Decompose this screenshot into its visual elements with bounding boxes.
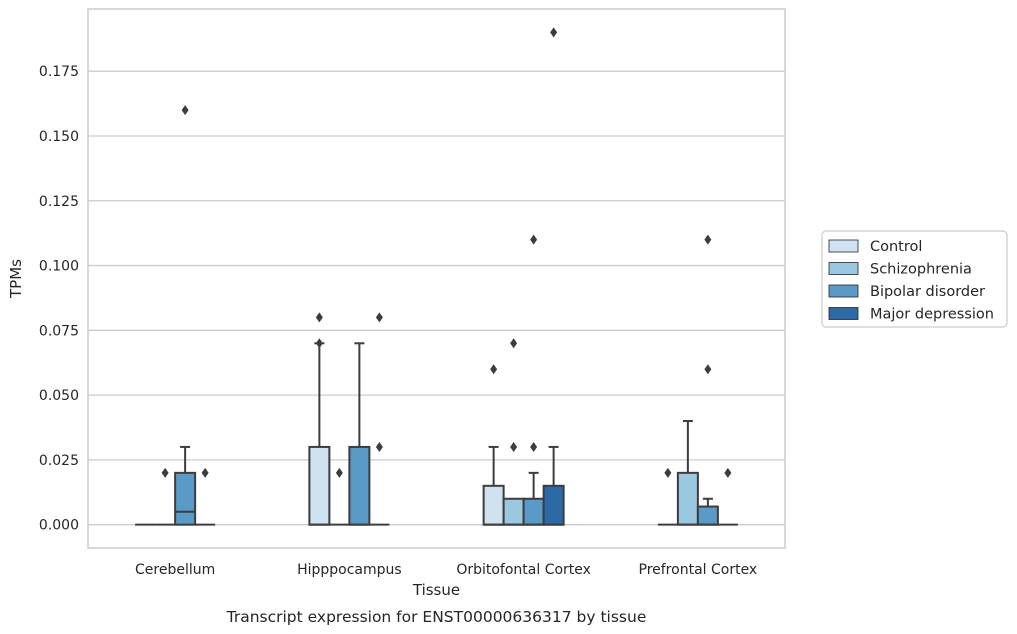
chart-caption: Transcript expression for ENST0000063631…: [226, 608, 647, 626]
x-tick-label: Prefrontal Cortex: [639, 562, 758, 578]
y-axis-title: TPMs: [7, 259, 25, 299]
legend-item: Control: [828, 239, 922, 255]
box-control: [308, 342, 331, 526]
outlier-point: [161, 467, 169, 478]
outlier-point: [510, 441, 518, 452]
outlier-point: [664, 467, 672, 478]
outlier-point: [704, 364, 712, 375]
y-axis-ticks: 0.000 0.025 0.050 0.075 0.100 0.125 0.150 0.175: [39, 64, 79, 533]
grid-lines: [88, 70, 785, 526]
legend-swatch: [828, 284, 859, 298]
legend-swatch: [828, 239, 859, 253]
x-tick-label: Orbitofontal Cortex: [456, 562, 591, 578]
box-schizophrenia: [676, 420, 699, 526]
box-body: [482, 484, 505, 526]
box-body: [696, 505, 719, 526]
outlier-point: [375, 312, 383, 323]
x-axis-ticks: Cerebellum Hipppocampus Orbitofontal Corte…: [135, 562, 757, 578]
legend-item: Major depression: [828, 307, 994, 323]
box-bipolar-disorder: [348, 342, 371, 526]
box-bipolar-disorder: [696, 497, 719, 526]
box-bipolar-disorder: [522, 471, 545, 526]
outlier-point: [704, 234, 712, 245]
outlier-point: [375, 441, 383, 452]
box-bipolar-disorder: [174, 445, 197, 526]
outlier-point: [530, 234, 538, 245]
plot-frame: [87, 8, 786, 549]
y-tick-label: 0.100: [39, 259, 79, 275]
legend-label: Schizophrenia: [870, 262, 972, 278]
box-body: [676, 471, 699, 526]
outlier-point: [510, 338, 518, 349]
box-control: [482, 445, 505, 526]
y-tick-label: 0.150: [39, 129, 79, 145]
x-tick-label: Cerebellum: [135, 562, 215, 578]
x-tick-label: Hipppocampus: [297, 562, 402, 578]
box-major-depression: [542, 445, 565, 526]
outlier-point: [550, 27, 558, 38]
box-body: [308, 445, 331, 526]
legend-item: Bipolar disorder: [828, 284, 985, 300]
outlier-point: [490, 364, 498, 375]
y-tick-label: 0.025: [39, 453, 79, 469]
outlier-point: [724, 467, 732, 478]
outlier-point: [315, 312, 323, 323]
box-body: [522, 497, 545, 526]
box-body: [174, 471, 197, 526]
y-tick-label: 0.050: [39, 388, 79, 404]
legend-frame: [821, 230, 1008, 328]
outlier-point: [201, 467, 209, 478]
legend-label: Control: [870, 239, 922, 255]
outlier-point: [530, 441, 538, 452]
box-schizophrenia: [502, 497, 525, 526]
outlier-point: [335, 467, 343, 478]
boxes: [135, 342, 738, 526]
outliers: [161, 27, 732, 478]
legend-swatch: [828, 262, 859, 275]
legend: Control Schizophrenia Bipolar disorder Majo…: [821, 230, 1008, 328]
box-body: [348, 445, 371, 526]
legend-label: Bipolar disorder: [870, 284, 985, 300]
outlier-point: [315, 338, 323, 349]
legend-swatch: [828, 307, 859, 320]
y-tick-label: 0.125: [39, 194, 79, 210]
box-body: [542, 484, 565, 526]
y-tick-label: 0.000: [39, 518, 79, 534]
legend-label: Major depression: [870, 307, 994, 323]
y-tick-label: 0.175: [39, 64, 79, 80]
y-tick-label: 0.075: [39, 323, 79, 339]
x-axis-title: Tissue: [412, 581, 460, 599]
legend-item: Schizophrenia: [828, 262, 972, 278]
box-body: [502, 497, 525, 526]
outlier-point: [181, 105, 189, 116]
